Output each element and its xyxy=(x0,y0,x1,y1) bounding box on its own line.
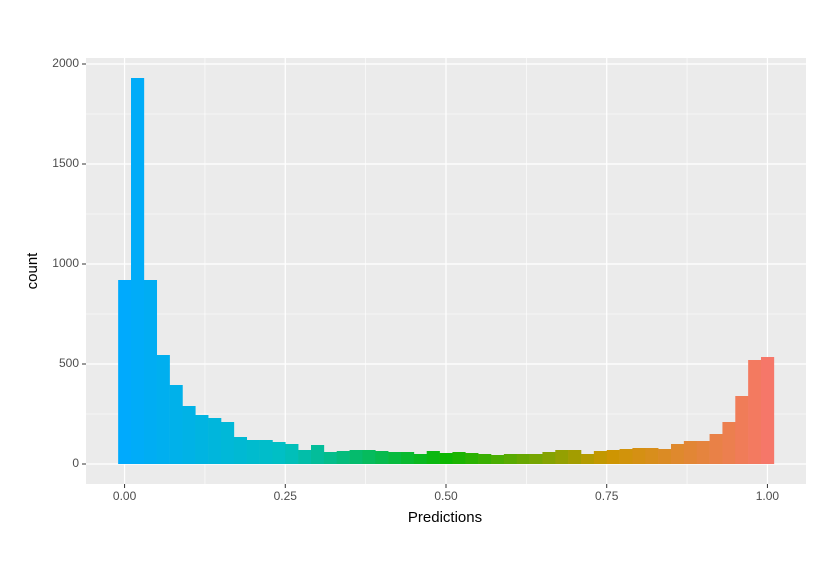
bar xyxy=(465,453,479,464)
bar xyxy=(452,452,466,464)
bar xyxy=(722,422,736,464)
bar xyxy=(658,449,672,464)
bar xyxy=(362,450,376,464)
bar xyxy=(439,453,453,464)
bar xyxy=(735,396,749,464)
bar xyxy=(233,437,248,464)
bar xyxy=(388,452,402,464)
x-axis-title: Predictions xyxy=(408,509,482,526)
x-tick-label: 0.75 xyxy=(595,489,619,503)
bar xyxy=(426,451,440,464)
bar xyxy=(208,418,222,464)
bar xyxy=(542,452,556,464)
bar xyxy=(285,444,299,464)
bar xyxy=(401,452,415,464)
bar xyxy=(118,280,132,464)
y-tick-label: 0 xyxy=(72,456,79,470)
y-tick-label: 1500 xyxy=(52,156,79,170)
bar xyxy=(298,450,312,464)
x-tick-label: 0.50 xyxy=(434,489,458,503)
bar xyxy=(619,449,633,464)
bar xyxy=(529,454,543,464)
bar xyxy=(221,422,235,464)
bar xyxy=(259,440,273,464)
y-axis-title: count xyxy=(24,252,41,290)
x-tick-label: 1.00 xyxy=(756,489,780,503)
bar xyxy=(246,440,260,464)
bar xyxy=(413,454,428,464)
bar xyxy=(375,451,389,464)
bar xyxy=(568,450,582,464)
bar xyxy=(323,452,338,464)
bar xyxy=(491,455,505,464)
bar xyxy=(131,78,145,464)
bar xyxy=(182,406,196,464)
bar xyxy=(645,448,659,464)
bar xyxy=(311,445,325,464)
bar xyxy=(478,454,492,464)
bar xyxy=(555,450,569,464)
bar xyxy=(593,451,608,464)
bar xyxy=(169,385,183,464)
bar xyxy=(336,451,350,464)
bar xyxy=(606,450,620,464)
bar xyxy=(503,454,518,464)
bar xyxy=(748,360,762,464)
y-tick-label: 500 xyxy=(59,356,79,370)
bar xyxy=(696,441,710,464)
bar xyxy=(156,355,170,464)
bar xyxy=(761,357,775,464)
bar xyxy=(195,415,209,464)
x-tick-label: 0.25 xyxy=(274,489,298,503)
bar xyxy=(516,454,530,464)
bar xyxy=(709,434,723,464)
y-tick-label: 1000 xyxy=(52,256,79,270)
bar xyxy=(632,448,646,464)
x-tick-label: 0.00 xyxy=(113,489,137,503)
bar xyxy=(581,454,595,464)
bar xyxy=(671,444,685,464)
bar xyxy=(272,442,286,464)
y-tick-label: 2000 xyxy=(52,56,79,70)
bar xyxy=(683,441,698,464)
bar xyxy=(143,280,158,464)
bar xyxy=(349,450,363,464)
